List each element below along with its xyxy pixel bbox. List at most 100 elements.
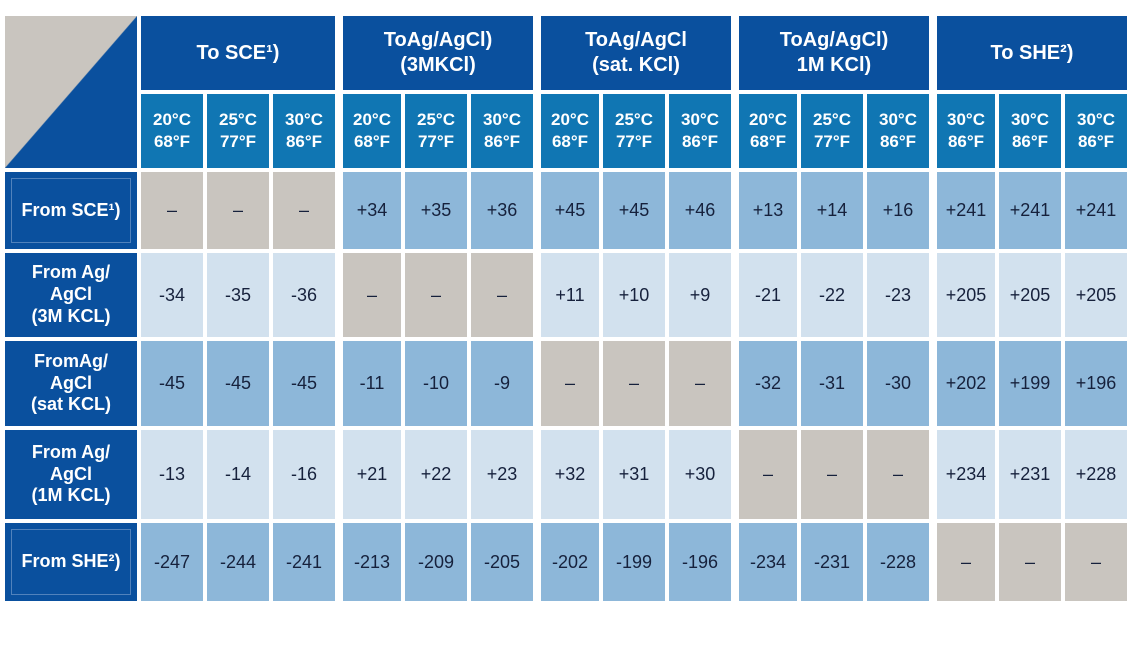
temp-header-cell: 30°C 86°F — [867, 94, 929, 168]
value-cell: +16 — [867, 172, 929, 249]
value-cell: +10 — [603, 253, 665, 337]
value-cell: -13 — [141, 430, 203, 519]
value-cell: +205 — [1065, 253, 1127, 337]
value-cell: -244 — [207, 523, 269, 601]
value-cell: – — [537, 341, 599, 426]
value-cell: +35 — [405, 172, 467, 249]
value-cell: -11 — [339, 341, 401, 426]
col-group-to-agagcl-sat: ToAg/AgCl (sat. KCl) — [537, 16, 731, 90]
value-cell: +45 — [603, 172, 665, 249]
value-cell: +241 — [1065, 172, 1127, 249]
row-header-from-agagcl-3m: From Ag/ AgCl (3M KCL) — [5, 253, 137, 337]
table-row-from-agagcl-sat: FromAg/ AgCl (sat KCL) -45 -45 -45 -11 -… — [5, 341, 1127, 426]
value-cell: – — [669, 341, 731, 426]
value-cell: -22 — [801, 253, 863, 337]
temp-header-cell: 25°C 77°F — [801, 94, 863, 168]
value-cell: -45 — [273, 341, 335, 426]
table-row-from-agagcl-3m: From Ag/ AgCl (3M KCL) -34 -35 -36 – – –… — [5, 253, 1127, 337]
value-cell: -9 — [471, 341, 533, 426]
table-row-from-sce: From SCE¹) – – – +34 +35 +36 +45 +45 +46… — [5, 172, 1127, 249]
value-cell: +45 — [537, 172, 599, 249]
value-cell: – — [141, 172, 203, 249]
value-cell: -34 — [141, 253, 203, 337]
value-cell: +231 — [999, 430, 1061, 519]
value-cell: – — [273, 172, 335, 249]
temperature-header-row: 20°C 68°F 25°C 77°F 30°C 86°F 20°C 68°F … — [5, 94, 1127, 168]
table-row-from-she: From SHE²) -247 -244 -241 -213 -209 -205… — [5, 523, 1127, 601]
value-cell: +241 — [999, 172, 1061, 249]
value-cell: -30 — [867, 341, 929, 426]
value-cell: +13 — [735, 172, 797, 249]
value-cell: -213 — [339, 523, 401, 601]
value-cell: – — [207, 172, 269, 249]
value-cell: -231 — [801, 523, 863, 601]
value-cell: – — [1065, 523, 1127, 601]
value-cell: +196 — [1065, 341, 1127, 426]
row-header-from-agagcl-1m: From Ag/ AgCl (1M KCL) — [5, 430, 137, 519]
value-cell: +21 — [339, 430, 401, 519]
temp-header-cell: 25°C 77°F — [207, 94, 269, 168]
value-cell: +31 — [603, 430, 665, 519]
value-cell: -36 — [273, 253, 335, 337]
value-cell: +22 — [405, 430, 467, 519]
value-cell: – — [735, 430, 797, 519]
value-cell: -10 — [405, 341, 467, 426]
temp-header-cell: 20°C 68°F — [141, 94, 203, 168]
value-cell: +11 — [537, 253, 599, 337]
temp-header-cell: 30°C 86°F — [933, 94, 995, 168]
value-cell: -23 — [867, 253, 929, 337]
value-cell: +202 — [933, 341, 995, 426]
value-cell: +228 — [1065, 430, 1127, 519]
value-cell: +205 — [999, 253, 1061, 337]
value-cell: +32 — [537, 430, 599, 519]
value-cell: -199 — [603, 523, 665, 601]
temp-header-cell: 20°C 68°F — [735, 94, 797, 168]
value-cell: -205 — [471, 523, 533, 601]
value-cell: -21 — [735, 253, 797, 337]
value-cell: +9 — [669, 253, 731, 337]
conversion-table: To SCE¹) ToAg/AgCl) (3MKCl) ToAg/AgCl (s… — [1, 12, 1131, 605]
temp-header-cell: 30°C 86°F — [999, 94, 1061, 168]
value-cell: -241 — [273, 523, 335, 601]
temp-header-cell: 30°C 86°F — [471, 94, 533, 168]
col-group-to-sce: To SCE¹) — [141, 16, 335, 90]
temp-header-cell: 30°C 86°F — [273, 94, 335, 168]
row-header-from-agagcl-sat: FromAg/ AgCl (sat KCL) — [5, 341, 137, 426]
value-cell: +30 — [669, 430, 731, 519]
value-cell: +241 — [933, 172, 995, 249]
temp-header-cell: 30°C 86°F — [1065, 94, 1127, 168]
value-cell: -16 — [273, 430, 335, 519]
value-cell: -202 — [537, 523, 599, 601]
value-cell: – — [801, 430, 863, 519]
value-cell: – — [603, 341, 665, 426]
value-cell: -32 — [735, 341, 797, 426]
value-cell: +199 — [999, 341, 1061, 426]
col-group-to-she: To SHE²) — [933, 16, 1127, 90]
table-row-from-agagcl-1m: From Ag/ AgCl (1M KCL) -13 -14 -16 +21 +… — [5, 430, 1127, 519]
value-cell: -45 — [207, 341, 269, 426]
value-cell: -31 — [801, 341, 863, 426]
value-cell: +205 — [933, 253, 995, 337]
value-cell: -196 — [669, 523, 731, 601]
temp-header-cell: 25°C 77°F — [405, 94, 467, 168]
value-cell: +34 — [339, 172, 401, 249]
temp-header-cell: 25°C 77°F — [603, 94, 665, 168]
row-header-from-she: From SHE²) — [5, 523, 137, 601]
value-cell: – — [999, 523, 1061, 601]
temp-header-cell: 20°C 68°F — [339, 94, 401, 168]
col-group-to-agagcl-3m: ToAg/AgCl) (3MKCl) — [339, 16, 533, 90]
value-cell: -209 — [405, 523, 467, 601]
value-cell: -14 — [207, 430, 269, 519]
value-cell: – — [339, 253, 401, 337]
temp-header-cell: 20°C 68°F — [537, 94, 599, 168]
value-cell: +23 — [471, 430, 533, 519]
value-cell: – — [867, 430, 929, 519]
value-cell: -247 — [141, 523, 203, 601]
value-cell: – — [471, 253, 533, 337]
value-cell: +46 — [669, 172, 731, 249]
value-cell: -35 — [207, 253, 269, 337]
value-cell: -234 — [735, 523, 797, 601]
value-cell: – — [933, 523, 995, 601]
value-cell: – — [405, 253, 467, 337]
row-header-from-sce: From SCE¹) — [5, 172, 137, 249]
